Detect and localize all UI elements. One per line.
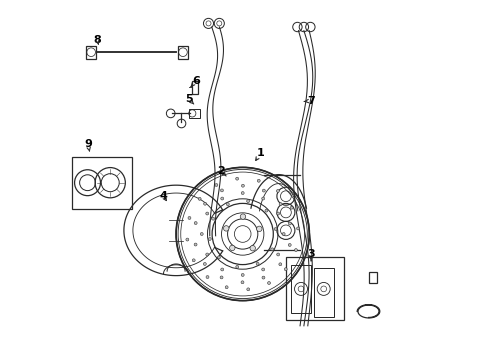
Circle shape: [246, 288, 249, 291]
Circle shape: [220, 268, 223, 271]
Circle shape: [282, 233, 285, 235]
Bar: [188, 109, 200, 118]
Circle shape: [205, 212, 208, 215]
Circle shape: [270, 248, 273, 251]
Circle shape: [223, 226, 228, 231]
Circle shape: [279, 203, 282, 206]
Text: 6: 6: [192, 76, 200, 86]
Circle shape: [241, 192, 244, 194]
Circle shape: [241, 281, 244, 284]
Circle shape: [267, 282, 270, 284]
Circle shape: [215, 184, 218, 186]
Circle shape: [262, 276, 264, 279]
Circle shape: [246, 200, 249, 203]
Bar: [86, 46, 96, 59]
Circle shape: [225, 286, 228, 289]
Circle shape: [284, 268, 286, 271]
Circle shape: [205, 253, 208, 256]
Circle shape: [241, 184, 244, 187]
Text: 3: 3: [306, 249, 314, 259]
Circle shape: [176, 167, 309, 301]
Circle shape: [240, 214, 245, 219]
Circle shape: [262, 189, 265, 192]
Bar: [178, 46, 187, 59]
Bar: [291, 265, 310, 313]
Circle shape: [264, 209, 267, 212]
Circle shape: [256, 262, 259, 265]
Circle shape: [187, 216, 190, 219]
Circle shape: [261, 268, 264, 271]
Bar: [368, 272, 376, 283]
Text: 4: 4: [159, 191, 167, 201]
Circle shape: [287, 243, 290, 246]
Bar: [313, 268, 333, 317]
Circle shape: [278, 263, 281, 266]
Circle shape: [220, 189, 223, 192]
Circle shape: [241, 274, 244, 276]
Circle shape: [198, 197, 201, 200]
Circle shape: [261, 197, 264, 200]
Circle shape: [257, 179, 260, 182]
Circle shape: [205, 276, 208, 279]
Circle shape: [235, 177, 238, 180]
Circle shape: [200, 233, 203, 235]
Circle shape: [217, 256, 220, 259]
Bar: [72, 157, 132, 209]
Text: 2: 2: [217, 166, 224, 176]
Text: 5: 5: [184, 94, 192, 104]
Circle shape: [203, 202, 206, 205]
Text: 9: 9: [84, 139, 92, 149]
Text: 1: 1: [256, 148, 264, 158]
Circle shape: [288, 222, 291, 225]
Bar: [192, 81, 198, 94]
Circle shape: [274, 228, 277, 230]
Circle shape: [276, 253, 279, 256]
Text: 8: 8: [93, 35, 101, 45]
Circle shape: [276, 189, 279, 192]
Text: 7: 7: [306, 96, 314, 106]
Circle shape: [192, 259, 195, 262]
Circle shape: [226, 203, 229, 206]
Bar: [285, 257, 343, 320]
Circle shape: [296, 227, 299, 230]
Circle shape: [208, 238, 211, 240]
Circle shape: [203, 262, 206, 265]
Circle shape: [249, 246, 255, 251]
Circle shape: [256, 226, 262, 231]
Circle shape: [290, 206, 293, 209]
Circle shape: [220, 276, 223, 279]
Circle shape: [229, 245, 235, 251]
Circle shape: [220, 197, 223, 200]
Circle shape: [194, 222, 197, 225]
Circle shape: [211, 217, 214, 220]
Circle shape: [235, 265, 238, 268]
Circle shape: [276, 212, 279, 215]
Circle shape: [194, 243, 197, 246]
Circle shape: [185, 238, 188, 241]
Circle shape: [294, 249, 297, 252]
